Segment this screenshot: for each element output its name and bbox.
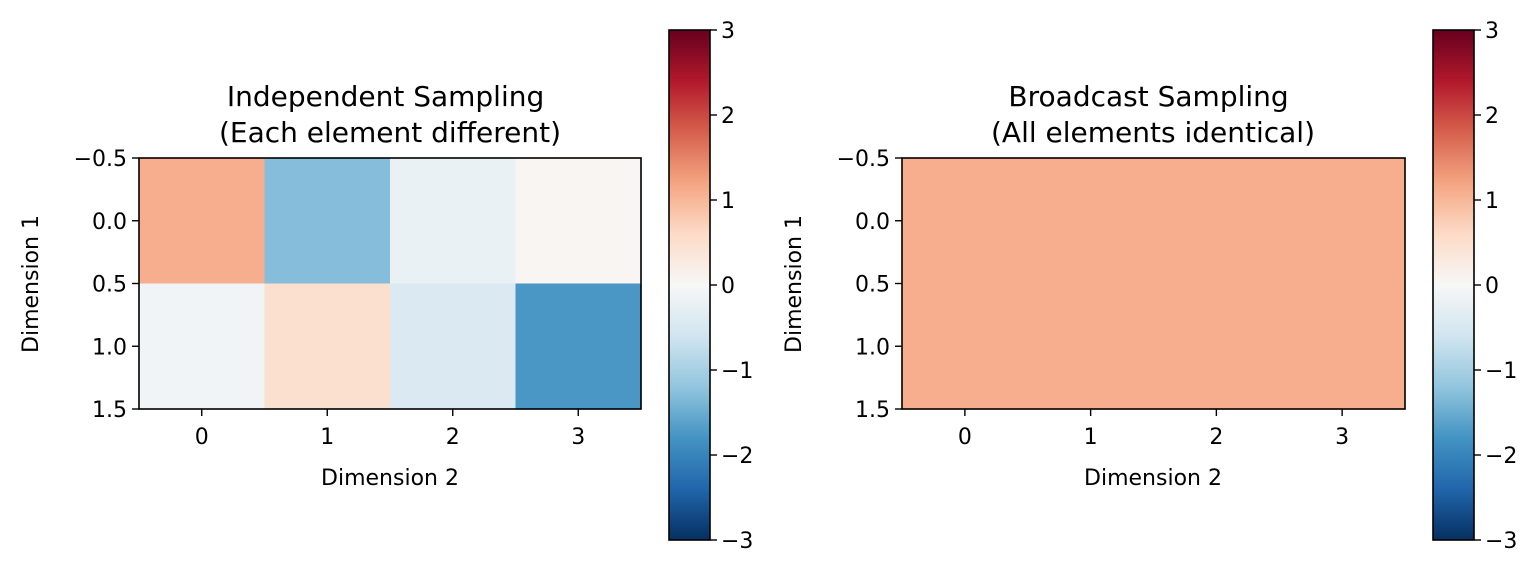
heatmap-cell [515,158,642,285]
colorbar-tick-label: 1 [1485,189,1499,214]
x-tick-label: 2 [446,425,460,450]
colorbar-tick-label: 3 [1485,19,1499,44]
x-tick-label: 3 [1335,425,1349,450]
title-line-2: (Each element different) [219,116,561,149]
y-axis-label: Dimension 1 [19,215,44,353]
heatmap-cells [902,158,1406,410]
colorbar-tick-label: −3 [1485,529,1517,554]
x-ticks: 0 1 2 3 [195,409,585,450]
heatmap-cell [902,158,1029,285]
heatmap-cell [515,283,642,410]
y-ticks: −0.5 0.0 0.5 1.0 1.5 [74,147,139,423]
colorbar-tick-label: −1 [1485,359,1517,384]
colorbar-tick-label: 1 [721,189,735,214]
colorbar-tick-label: −1 [721,359,753,384]
title-line-1: Independent Sampling [227,80,544,113]
title-line-1: Broadcast Sampling [1008,80,1288,113]
colorbar-tick-label: −2 [721,444,753,469]
title-line-2: (All elements identical) [991,116,1315,149]
heatmap-cell [390,283,517,410]
x-tick-label: 1 [1084,425,1098,450]
heatmap-cell [1027,158,1155,285]
y-tick-label: 0.5 [855,273,890,298]
chart-title: Independent Sampling (Each element diffe… [219,80,561,149]
y-ticks: −0.5 0.0 0.5 1.0 1.5 [837,147,902,423]
heatmap-cell [139,158,266,285]
y-tick-label: 0.5 [92,273,127,298]
x-axis-label: Dimension 2 [1084,466,1222,491]
colorbar-tick-label: 2 [721,104,735,129]
x-tick-label: 3 [571,425,585,450]
x-tick-label: 0 [958,425,972,450]
y-tick-label: 1.5 [92,398,127,423]
y-tick-label: 0.0 [855,210,890,235]
y-tick-label: −0.5 [837,147,890,172]
panel-independent: Independent Sampling (Each element diffe… [19,19,753,554]
y-axis-label: Dimension 1 [782,215,807,353]
heatmap-cells [139,158,642,410]
heatmap-cell [1027,283,1155,410]
chart-title: Broadcast Sampling (All elements identic… [991,80,1315,149]
panel-broadcast: Broadcast Sampling (All elements identic… [782,19,1517,554]
x-axis-label: Dimension 2 [321,466,459,491]
y-tick-label: 0.0 [92,210,127,235]
heatmap-cell [902,283,1029,410]
colorbar [1432,29,1475,541]
heatmap-cell [264,158,391,285]
colorbar-tick-label: 2 [1485,104,1499,129]
colorbar [668,29,711,541]
y-tick-label: −0.5 [74,147,127,172]
heatmap-cell [1279,283,1406,410]
heatmap-cell [1153,158,1280,285]
colorbar-tick-label: −3 [721,529,753,554]
heatmap-cell [139,283,266,410]
colorbar-tick-label: 0 [721,274,735,299]
x-tick-label: 1 [320,425,334,450]
x-tick-label: 0 [195,425,209,450]
colorbar-tick-label: −2 [1485,444,1517,469]
x-tick-label: 2 [1209,425,1223,450]
y-tick-label: 1.0 [92,335,127,360]
colorbar-tick-label: 0 [1485,274,1499,299]
heatmap-cell [1153,283,1280,410]
heatmap-cell [264,283,391,410]
colorbar-tick-label: 3 [721,19,735,44]
heatmap-cell [1279,158,1406,285]
x-ticks: 0 1 2 3 [958,409,1349,450]
colorbar-ticks: 3 2 1 0 −1 −2 −3 [710,19,753,554]
y-tick-label: 1.5 [855,398,890,423]
y-tick-label: 1.0 [855,335,890,360]
colorbar-ticks: 3 2 1 0 −1 −2 −3 [1474,19,1517,554]
heatmap-cell [390,158,517,285]
